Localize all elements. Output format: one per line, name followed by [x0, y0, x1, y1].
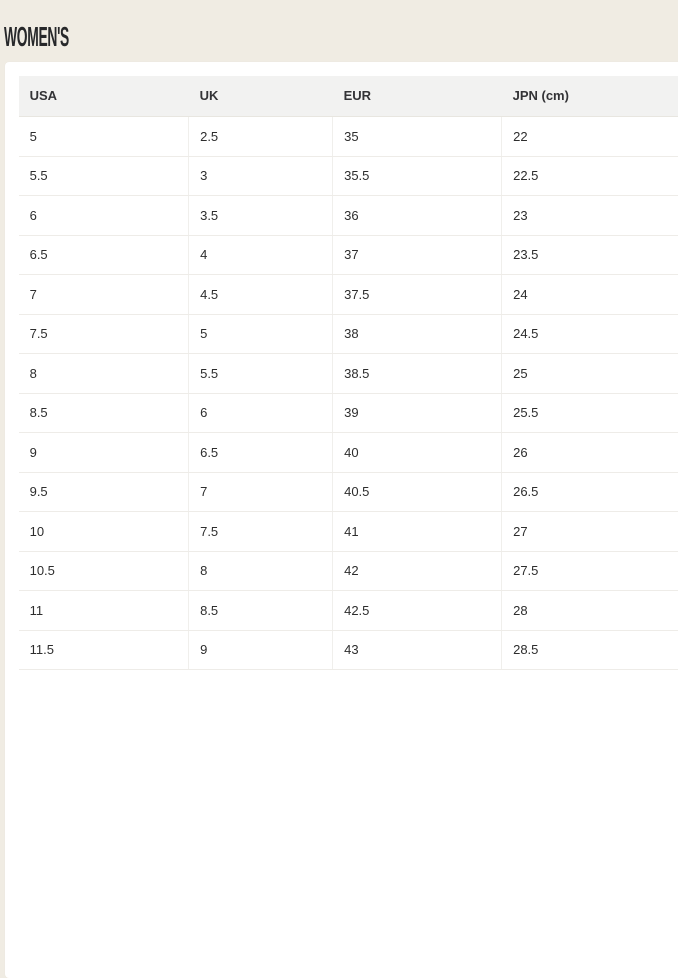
svg-text:WOMEN'S: WOMEN'S	[4, 22, 69, 53]
